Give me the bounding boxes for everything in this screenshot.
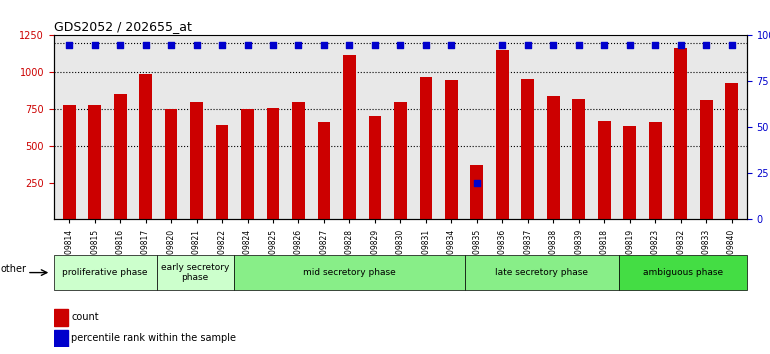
Point [216, 42, 228, 47]
Bar [624, 126, 636, 219]
Bar [139, 74, 152, 219]
Bar [700, 100, 712, 219]
FancyBboxPatch shape [618, 255, 747, 290]
Bar [521, 79, 534, 219]
Point [114, 42, 126, 47]
Point [318, 42, 330, 47]
Point [293, 42, 305, 47]
Point [470, 180, 483, 185]
Point [190, 42, 203, 47]
Bar [54, 330, 68, 347]
Point [139, 42, 152, 47]
Bar [445, 80, 457, 219]
Point [521, 42, 534, 47]
Point [63, 42, 75, 47]
Point [675, 42, 687, 47]
Bar [89, 105, 101, 219]
Point [241, 42, 253, 47]
Bar [292, 102, 305, 219]
Point [649, 42, 661, 47]
Bar [572, 99, 585, 219]
Bar [649, 121, 661, 219]
FancyBboxPatch shape [464, 255, 618, 290]
Bar [343, 55, 356, 219]
Bar [54, 309, 68, 326]
Point [725, 42, 738, 47]
Bar [420, 78, 432, 219]
Text: proliferative phase: proliferative phase [62, 268, 148, 277]
Point [369, 42, 381, 47]
Bar [114, 93, 126, 219]
Bar [598, 121, 611, 219]
Point [445, 42, 457, 47]
Point [267, 42, 280, 47]
Bar [725, 82, 738, 219]
Text: GDS2052 / 202655_at: GDS2052 / 202655_at [54, 20, 192, 33]
Bar [216, 125, 229, 219]
Point [165, 42, 177, 47]
FancyBboxPatch shape [54, 255, 156, 290]
Point [394, 42, 407, 47]
Text: percentile rank within the sample: percentile rank within the sample [72, 333, 236, 343]
Point [420, 42, 432, 47]
Bar [317, 121, 330, 219]
Text: late secretory phase: late secretory phase [495, 268, 588, 277]
Bar [190, 102, 203, 219]
FancyBboxPatch shape [233, 255, 464, 290]
Bar [470, 165, 484, 219]
Bar [165, 109, 177, 219]
Bar [394, 102, 407, 219]
Point [624, 42, 636, 47]
Bar [63, 105, 75, 219]
Bar [369, 116, 381, 219]
Point [547, 42, 560, 47]
Text: other: other [1, 264, 27, 274]
Bar [496, 50, 509, 219]
Bar [241, 109, 254, 219]
Point [343, 42, 356, 47]
Bar [675, 48, 687, 219]
Bar [266, 108, 280, 219]
Text: early secretory
phase: early secretory phase [161, 263, 229, 282]
Point [573, 42, 585, 47]
Bar [547, 96, 560, 219]
Point [89, 42, 101, 47]
Point [598, 42, 611, 47]
Text: ambiguous phase: ambiguous phase [643, 268, 723, 277]
FancyBboxPatch shape [156, 255, 233, 290]
Point [700, 42, 712, 47]
Point [496, 42, 508, 47]
Text: count: count [72, 312, 99, 322]
Text: mid secretory phase: mid secretory phase [303, 268, 396, 277]
